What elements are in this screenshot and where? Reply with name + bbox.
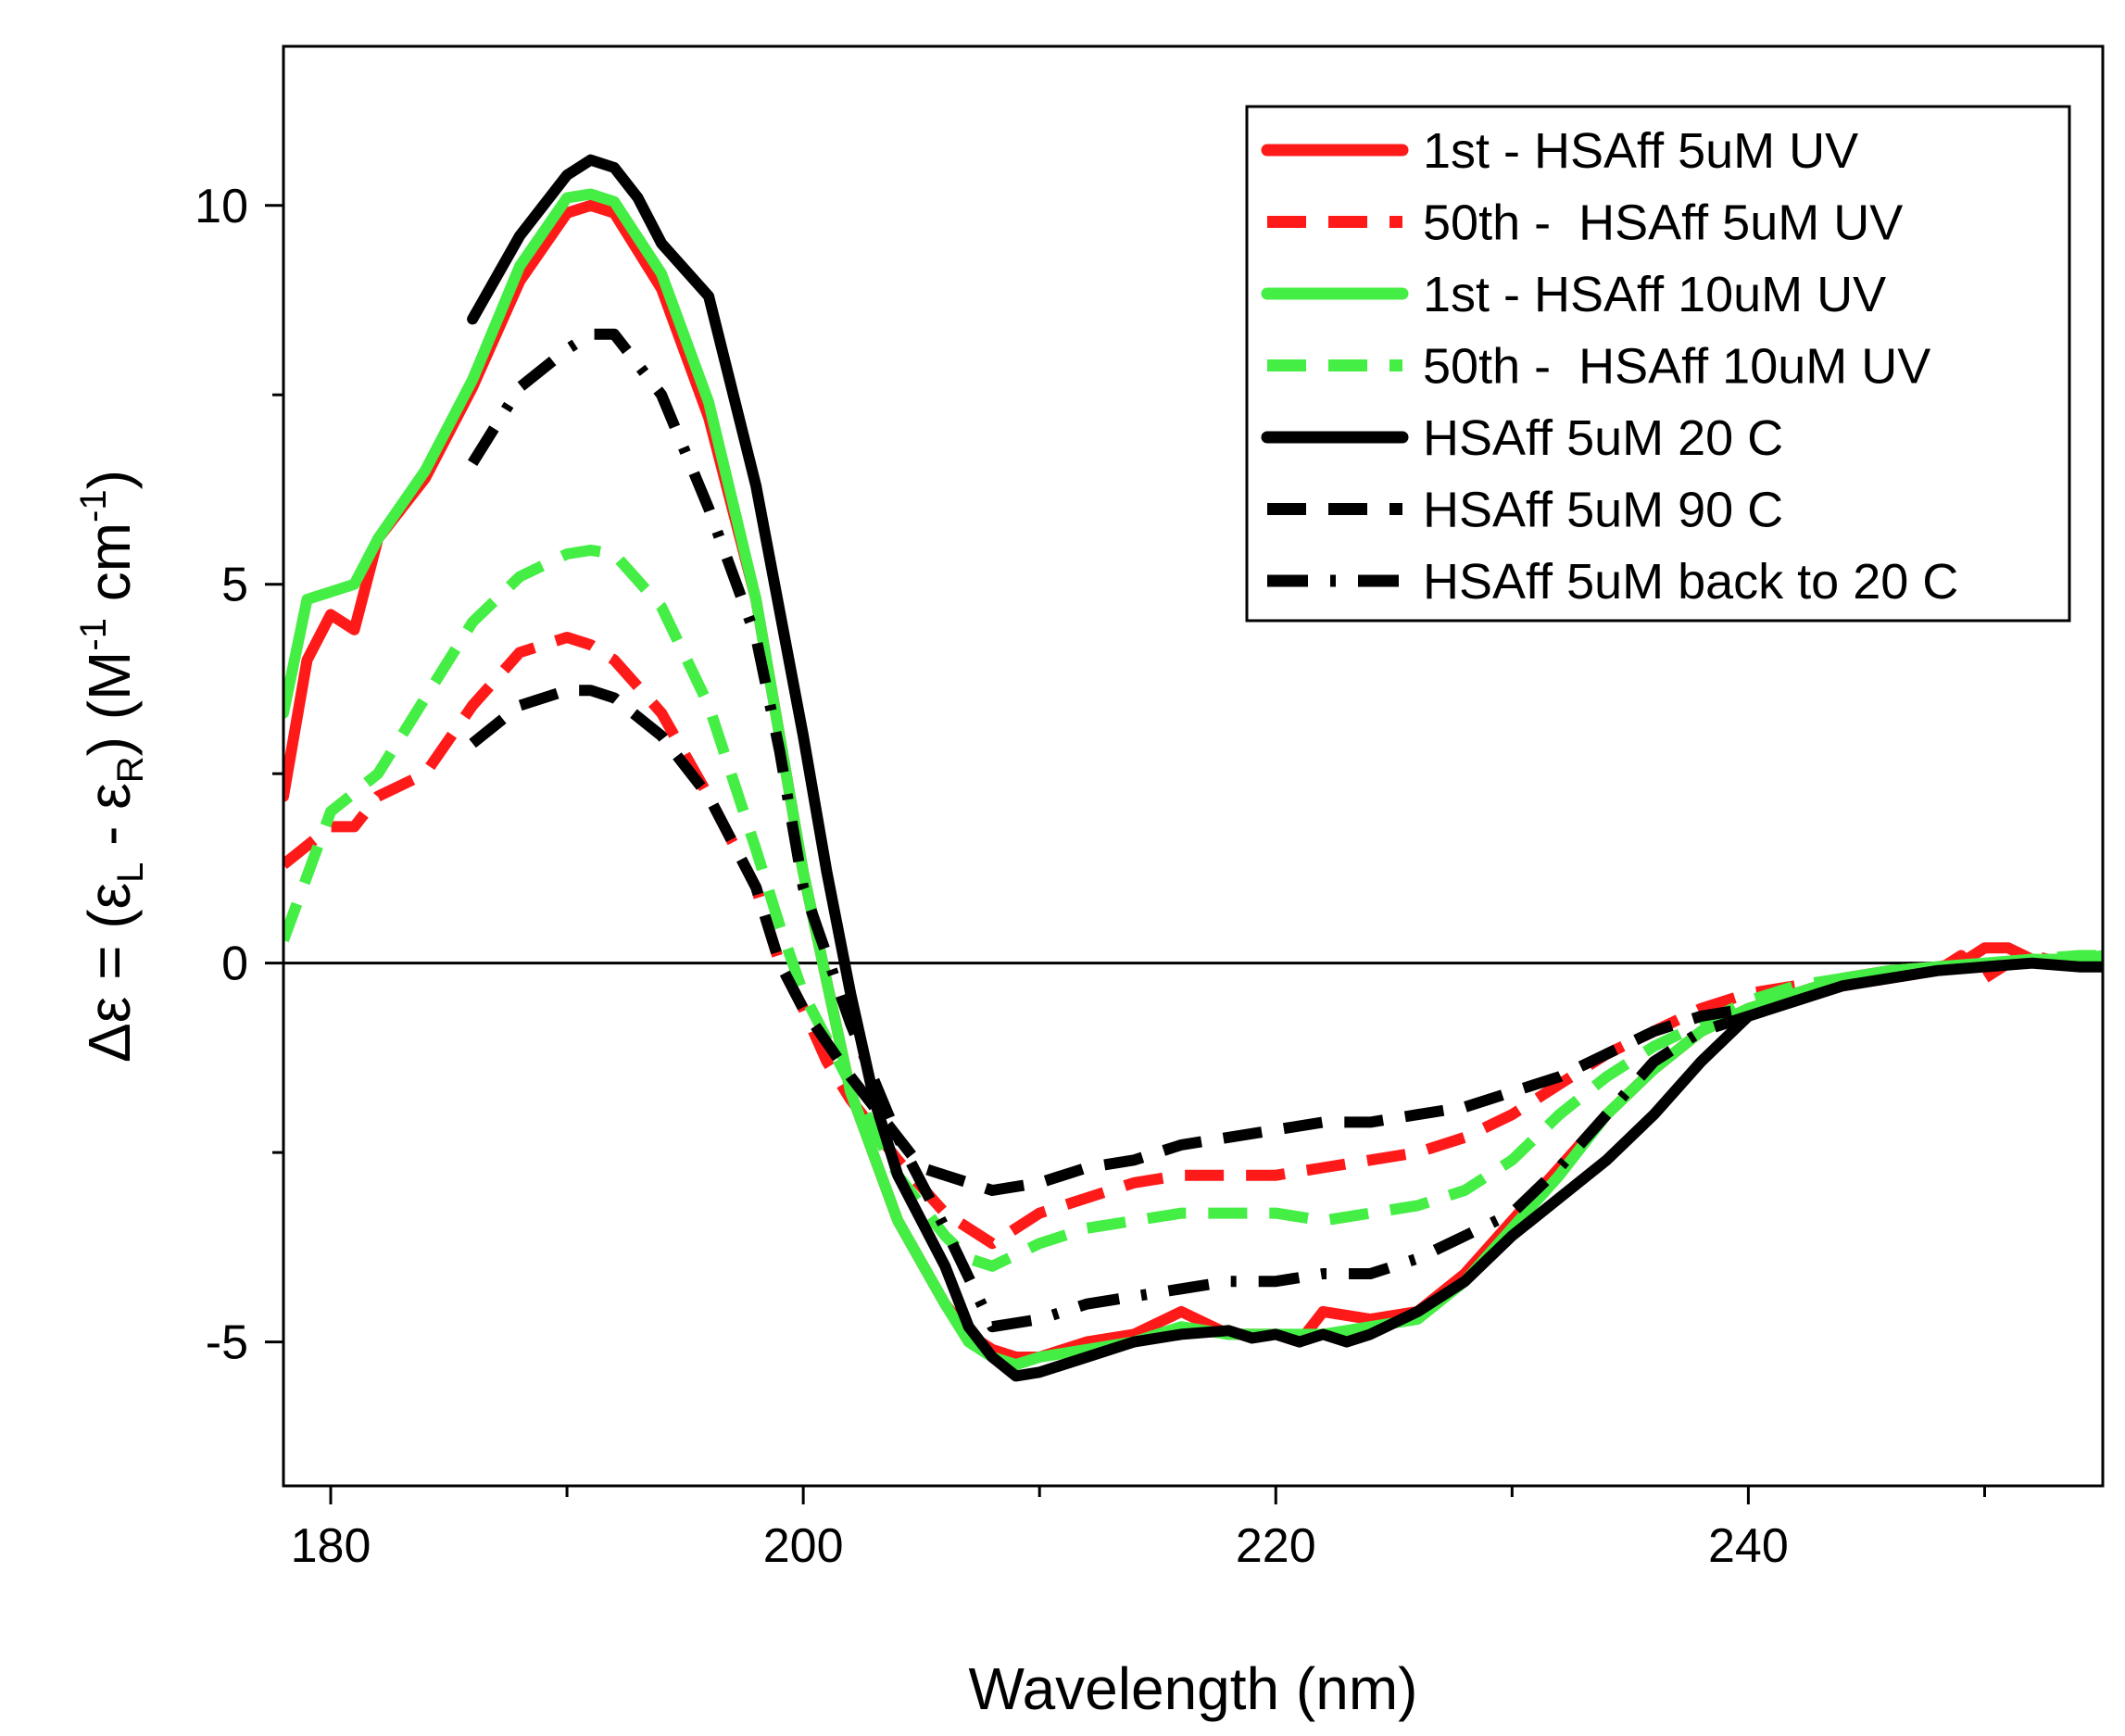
series-layer [283, 154, 2103, 1382]
legend-label-4: 50th - HSAff 10uM UV [1423, 339, 1930, 395]
y-axis-title-part: R [110, 756, 151, 783]
series-line-2 [283, 632, 2103, 1250]
y-axis-title-part: Δε = (ε [76, 883, 143, 1063]
series-line-6 [469, 685, 1750, 1196]
series-line-7 [468, 328, 1751, 1333]
x-tick-label: 240 [1708, 1519, 1789, 1573]
series-line-5 [467, 154, 2103, 1382]
x-tick-label: 220 [1236, 1519, 1316, 1573]
series-line-4 [283, 544, 2103, 1272]
y-tick-label: 0 [221, 937, 248, 991]
y-axis-title-part: cm [76, 522, 143, 618]
legend: 1st - HSAff 5uM UV 50th - HSAff 5uM UV 1st… [1245, 105, 2071, 623]
y-axis-title: Δε = (εL - εR) (M-1 cm-1) [73, 470, 151, 1063]
legend-box [1245, 105, 2071, 623]
y-axis-title-part: -1 [73, 489, 114, 522]
series-line-3 [283, 188, 2103, 1371]
legend-label-1: 1st - HSAff 5uM UV [1423, 123, 1858, 179]
axes-layer: 180 200 220 240 10 5 0 -5 Wavelength (nm) Δε = (ε… [73, 44, 2105, 1722]
x-tick-label: 180 [291, 1519, 371, 1573]
y-tick-label: -5 [206, 1316, 248, 1370]
y-axis-title-part: ) [76, 470, 143, 489]
legend-label-6: HSAff 5uM 90 C [1423, 483, 1783, 538]
legend-label-3: 1st - HSAff 10uM UV [1423, 267, 1886, 322]
legend-label-2: 50th - HSAff 5uM UV [1423, 195, 1903, 251]
y-axis-title-part: L [110, 862, 151, 883]
y-axis-title-part: - ε [76, 783, 143, 862]
y-tick-label: 5 [221, 559, 248, 612]
legend-label-7: HSAff 5uM back to 20 C [1423, 554, 1958, 610]
legend-label-5: HSAff 5uM 20 C [1423, 410, 1783, 466]
y-tick-label: 10 [195, 180, 248, 233]
y-axis-title-part: ) (M [76, 651, 143, 757]
y-axis-title-part: -1 [73, 618, 114, 651]
x-tick-label: 200 [763, 1519, 844, 1573]
plot-frame [282, 44, 2105, 1488]
x-axis-title: Wavelength (nm) [969, 1655, 1418, 1722]
